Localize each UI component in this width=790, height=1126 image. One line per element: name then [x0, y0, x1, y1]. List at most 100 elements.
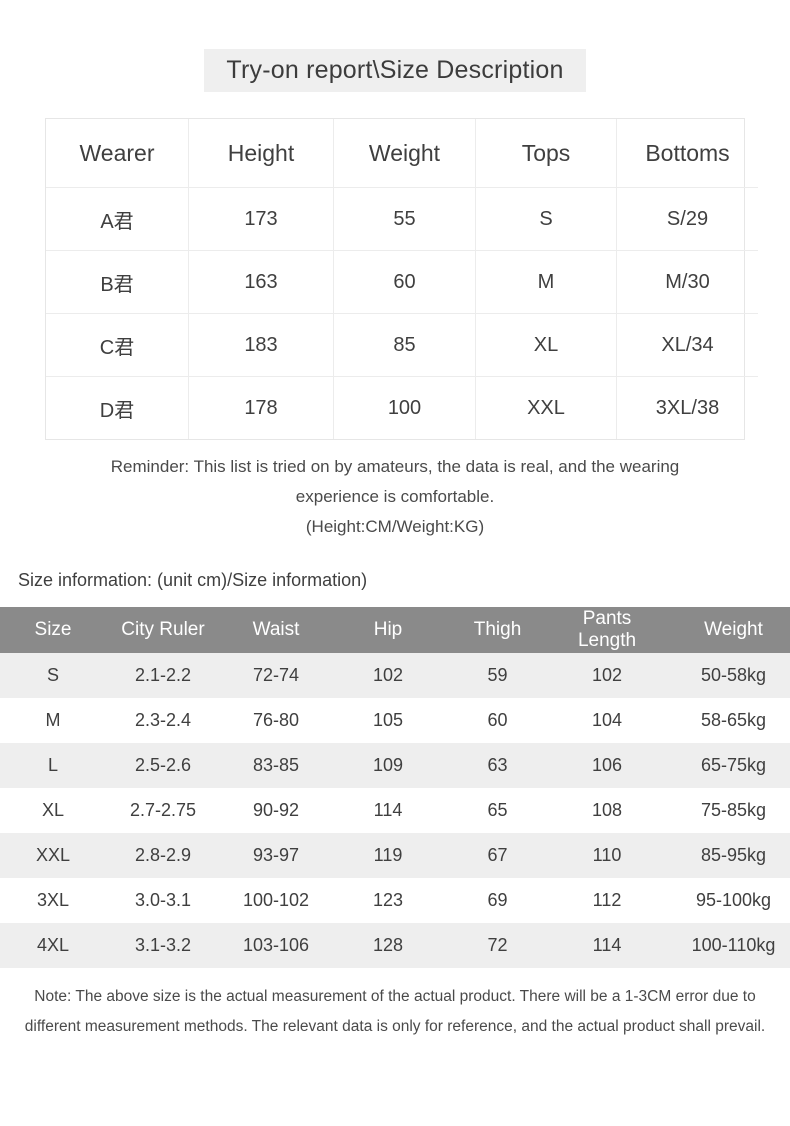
size-cell-hip: 119 [332, 833, 444, 878]
tryon-cell-weight: 55 [333, 187, 476, 251]
size-cell-pants-length: 112 [551, 878, 663, 923]
size-header-row: Size City Ruler Waist Hip Thigh Pants Le… [0, 607, 790, 653]
tryon-cell-wearer: A君 [46, 187, 189, 251]
tryon-cell-tops: XXL [475, 376, 617, 439]
size-header-waist: Waist [220, 607, 332, 653]
size-cell-city-ruler: 2.8-2.9 [106, 833, 220, 878]
size-cell-hip: 102 [332, 653, 444, 698]
size-cell-city-ruler: 2.5-2.6 [106, 743, 220, 788]
tryon-cell-tops: M [475, 250, 617, 314]
size-cell-city-ruler: 2.3-2.4 [106, 698, 220, 743]
tryon-cell-weight: 100 [333, 376, 476, 439]
size-cell-hip: 114 [332, 788, 444, 833]
size-cell-hip: 105 [332, 698, 444, 743]
table-row: L 2.5-2.6 83-85 109 63 106 65-75kg [0, 743, 790, 788]
size-cell-thigh: 72 [444, 923, 551, 968]
size-cell-waist: 103-106 [220, 923, 332, 968]
reminder-line-2: experience is comfortable. [295, 487, 495, 506]
footer-note: Note: The above size is the actual measu… [16, 982, 774, 1042]
size-cell-thigh: 67 [444, 833, 551, 878]
size-cell-pants-length: 110 [551, 833, 663, 878]
size-cell-thigh: 65 [444, 788, 551, 833]
tryon-cell-height: 178 [188, 376, 334, 439]
footer-note-line-2: different measurement methods. The relev… [24, 1018, 766, 1035]
size-cell-size: M [0, 698, 106, 743]
size-header-size: Size [0, 607, 106, 653]
tryon-header-height: Height [188, 119, 334, 188]
size-cell-weight: 95-100kg [663, 878, 790, 923]
tryon-cell-bottoms: S/29 [616, 187, 758, 251]
size-header-thigh: Thigh [444, 607, 551, 653]
size-cell-size: 3XL [0, 878, 106, 923]
tryon-report-table-container: Wearer Height Weight Tops Bottoms A君 173… [45, 118, 758, 440]
size-cell-waist: 83-85 [220, 743, 332, 788]
table-row: C君 183 85 XL XL/34 [46, 313, 758, 377]
size-cell-size: XXL [0, 833, 106, 878]
tryon-header-tops: Tops [475, 119, 617, 188]
tryon-header-weight: Weight [333, 119, 476, 188]
size-cell-thigh: 59 [444, 653, 551, 698]
table-row: XXL 2.8-2.9 93-97 119 67 110 85-95kg [0, 833, 790, 878]
size-header-weight: Weight [663, 607, 790, 653]
size-cell-weight: 75-85kg [663, 788, 790, 833]
size-cell-weight: 85-95kg [663, 833, 790, 878]
size-cell-city-ruler: 3.0-3.1 [106, 878, 220, 923]
reminder-units-line: (Height:CM/Weight:KG) [305, 517, 485, 536]
size-cell-thigh: 63 [444, 743, 551, 788]
size-table-body: S 2.1-2.2 72-74 102 59 102 50-58kg M 2.3… [0, 653, 790, 968]
tryon-header-wearer: Wearer [46, 119, 189, 188]
size-cell-hip: 128 [332, 923, 444, 968]
size-cell-waist: 100-102 [220, 878, 332, 923]
size-cell-hip: 109 [332, 743, 444, 788]
size-cell-city-ruler: 3.1-3.2 [106, 923, 220, 968]
size-chart-table-container: Size City Ruler Waist Hip Thigh Pants Le… [0, 607, 790, 968]
tryon-cell-height: 163 [188, 250, 334, 314]
size-cell-thigh: 60 [444, 698, 551, 743]
size-chart-table: Size City Ruler Waist Hip Thigh Pants Le… [0, 607, 790, 968]
size-cell-waist: 90-92 [220, 788, 332, 833]
size-cell-thigh: 69 [444, 878, 551, 923]
size-cell-weight: 50-58kg [663, 653, 790, 698]
tryon-cell-height: 183 [188, 313, 334, 377]
tryon-cell-weight: 85 [333, 313, 476, 377]
table-row: S 2.1-2.2 72-74 102 59 102 50-58kg [0, 653, 790, 698]
tryon-cell-wearer: C君 [46, 313, 189, 377]
table-row: D君 178 100 XXL 3XL/38 [46, 376, 758, 439]
size-cell-weight: 58-65kg [663, 698, 790, 743]
tryon-report-table: Wearer Height Weight Tops Bottoms A君 173… [46, 119, 758, 439]
tryon-cell-tops: S [475, 187, 617, 251]
table-row: 3XL 3.0-3.1 100-102 123 69 112 95-100kg [0, 878, 790, 923]
tryon-cell-tops: XL [475, 313, 617, 377]
size-cell-pants-length: 108 [551, 788, 663, 833]
size-cell-size: L [0, 743, 106, 788]
tryon-header-row: Wearer Height Weight Tops Bottoms [46, 119, 758, 188]
tryon-header-bottoms: Bottoms [616, 119, 758, 188]
tryon-cell-weight: 60 [333, 250, 476, 314]
size-cell-pants-length: 102 [551, 653, 663, 698]
size-cell-size: XL [0, 788, 106, 833]
page-title-container: Try-on report\Size Description [0, 49, 790, 92]
tryon-cell-wearer: D君 [46, 376, 189, 439]
tryon-table-head: Wearer Height Weight Tops Bottoms [46, 119, 758, 188]
size-table-head: Size City Ruler Waist Hip Thigh Pants Le… [0, 607, 790, 653]
size-cell-weight: 100-110kg [663, 923, 790, 968]
size-cell-weight: 65-75kg [663, 743, 790, 788]
tryon-cell-bottoms: 3XL/38 [655, 396, 720, 419]
size-cell-city-ruler: 2.1-2.2 [106, 653, 220, 698]
tryon-cell-wearer: B君 [46, 250, 189, 314]
tryon-table-body: A君 173 55 S S/29 B君 163 60 M M/30 C君 183… [46, 187, 758, 439]
size-cell-hip: 123 [332, 878, 444, 923]
size-cell-waist: 76-80 [220, 698, 332, 743]
footer-note-line-1: Note: The above size is the actual measu… [34, 988, 756, 1005]
size-header-hip: Hip [332, 607, 444, 653]
table-row: M 2.3-2.4 76-80 105 60 104 58-65kg [0, 698, 790, 743]
table-row: XL 2.7-2.75 90-92 114 65 108 75-85kg [0, 788, 790, 833]
page-title: Try-on report\Size Description [204, 49, 586, 92]
size-cell-waist: 72-74 [220, 653, 332, 698]
size-header-pants-length: Pants Length [551, 607, 663, 653]
size-header-city-ruler: City Ruler [106, 607, 220, 653]
size-cell-pants-length: 104 [551, 698, 663, 743]
tryon-cell-height: 173 [188, 187, 334, 251]
size-cell-size: 4XL [0, 923, 106, 968]
table-row: A君 173 55 S S/29 [46, 187, 758, 251]
